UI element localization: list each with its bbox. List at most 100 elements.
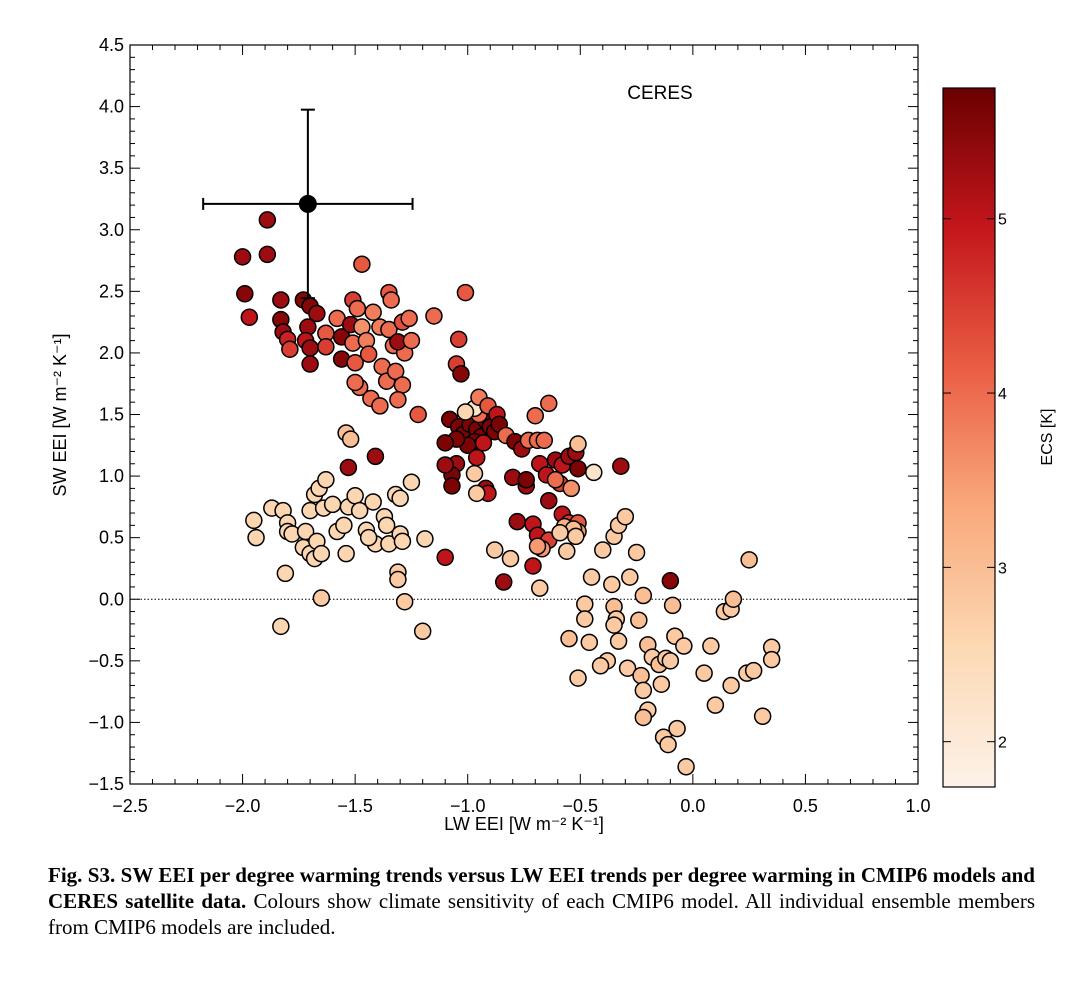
data-point [247,528,265,547]
data-point [582,568,601,586]
y-axis-label: SW EEI [W m⁻² K⁻¹] [50,334,70,497]
data-point [350,501,369,520]
data-point [517,471,536,489]
data-point [630,611,648,629]
data-point [382,291,400,309]
data-point [634,681,653,700]
colorbar-label: ECS [K] [1039,409,1056,466]
data-point [402,331,421,350]
data-point [425,307,443,325]
y-tick-label: 4.0 [99,97,124,117]
y-tick-label: −1.5 [88,774,124,794]
data-point [393,532,412,551]
data-point [272,291,290,309]
data-point [675,637,693,655]
data-point [753,707,772,726]
data-point [634,708,653,727]
data-point [594,541,612,559]
data-point [443,477,461,495]
data-point [609,632,628,650]
data-point [580,633,599,652]
data-point [621,568,639,586]
y-tick-label: 3.5 [99,158,124,178]
data-point [393,376,412,394]
data-point [585,463,603,482]
data-point [551,523,569,542]
data-point [233,248,252,266]
data-point [603,575,621,594]
colorbar [942,87,996,788]
data-point [301,339,319,357]
data-point [652,675,671,693]
data-point [281,340,299,358]
data-point [377,516,396,535]
data-point [762,650,781,669]
data-point [317,338,335,356]
x-tick-label: 0.5 [793,796,818,816]
caption-bold: Fig. S3. SW EEI per degree warming trend… [48,863,1035,913]
data-point [467,448,486,467]
data-point [353,255,371,273]
data-point [558,542,576,560]
y-tick-label: 0.5 [99,528,124,548]
data-point [591,657,610,675]
data-point [395,592,414,611]
colorbar-tick-label: 3 [998,560,1007,577]
data-point [452,365,470,383]
plot-frame [129,44,919,785]
colorbar-tick-label: 2 [998,735,1007,752]
data-point [436,456,454,474]
data-point [346,487,364,505]
data-point [400,309,418,328]
data-point [364,303,382,322]
data-point [359,528,378,547]
data-point [508,512,526,531]
data-point [346,373,364,392]
x-tick-label: −1.5 [337,796,373,816]
data-point [616,507,635,526]
data-point [301,355,319,373]
data-point [474,434,493,452]
y-tick-label: −1.0 [88,712,124,732]
data-point [323,495,342,514]
data-point [560,629,578,648]
data-point [312,544,331,563]
data-point [413,622,432,641]
data-point [337,544,355,563]
x-tick-label: 1.0 [905,796,930,816]
data-point [456,403,475,421]
data-point [663,596,682,615]
x-tick-label: −2.5 [112,796,148,816]
data-point [436,434,454,452]
y-tick-label: 1.0 [99,466,124,486]
data-point [618,659,637,677]
data-point [296,522,315,541]
data-point [467,484,486,503]
data-point [627,543,646,562]
data-point [258,211,277,229]
data-point [668,719,686,738]
data-point [359,345,378,363]
data-point [546,471,565,489]
data-point [339,458,358,477]
data-point [722,676,740,695]
data-point [391,489,409,508]
data-point [724,590,743,608]
data-point [436,548,454,567]
data-point [416,530,434,548]
data-point [465,464,484,483]
data-point [308,304,326,323]
annotation: CERES [627,83,692,104]
y-tick-label: 3.0 [99,220,124,240]
data-point [402,473,421,491]
data-point [409,405,427,424]
colorbar-tick-label: 4 [998,386,1007,403]
data-point [524,557,542,575]
data-point [744,661,763,680]
data-point [258,245,277,264]
data-point [531,579,549,597]
data-point [366,447,385,466]
data-point [236,285,254,303]
data-point [740,551,758,569]
